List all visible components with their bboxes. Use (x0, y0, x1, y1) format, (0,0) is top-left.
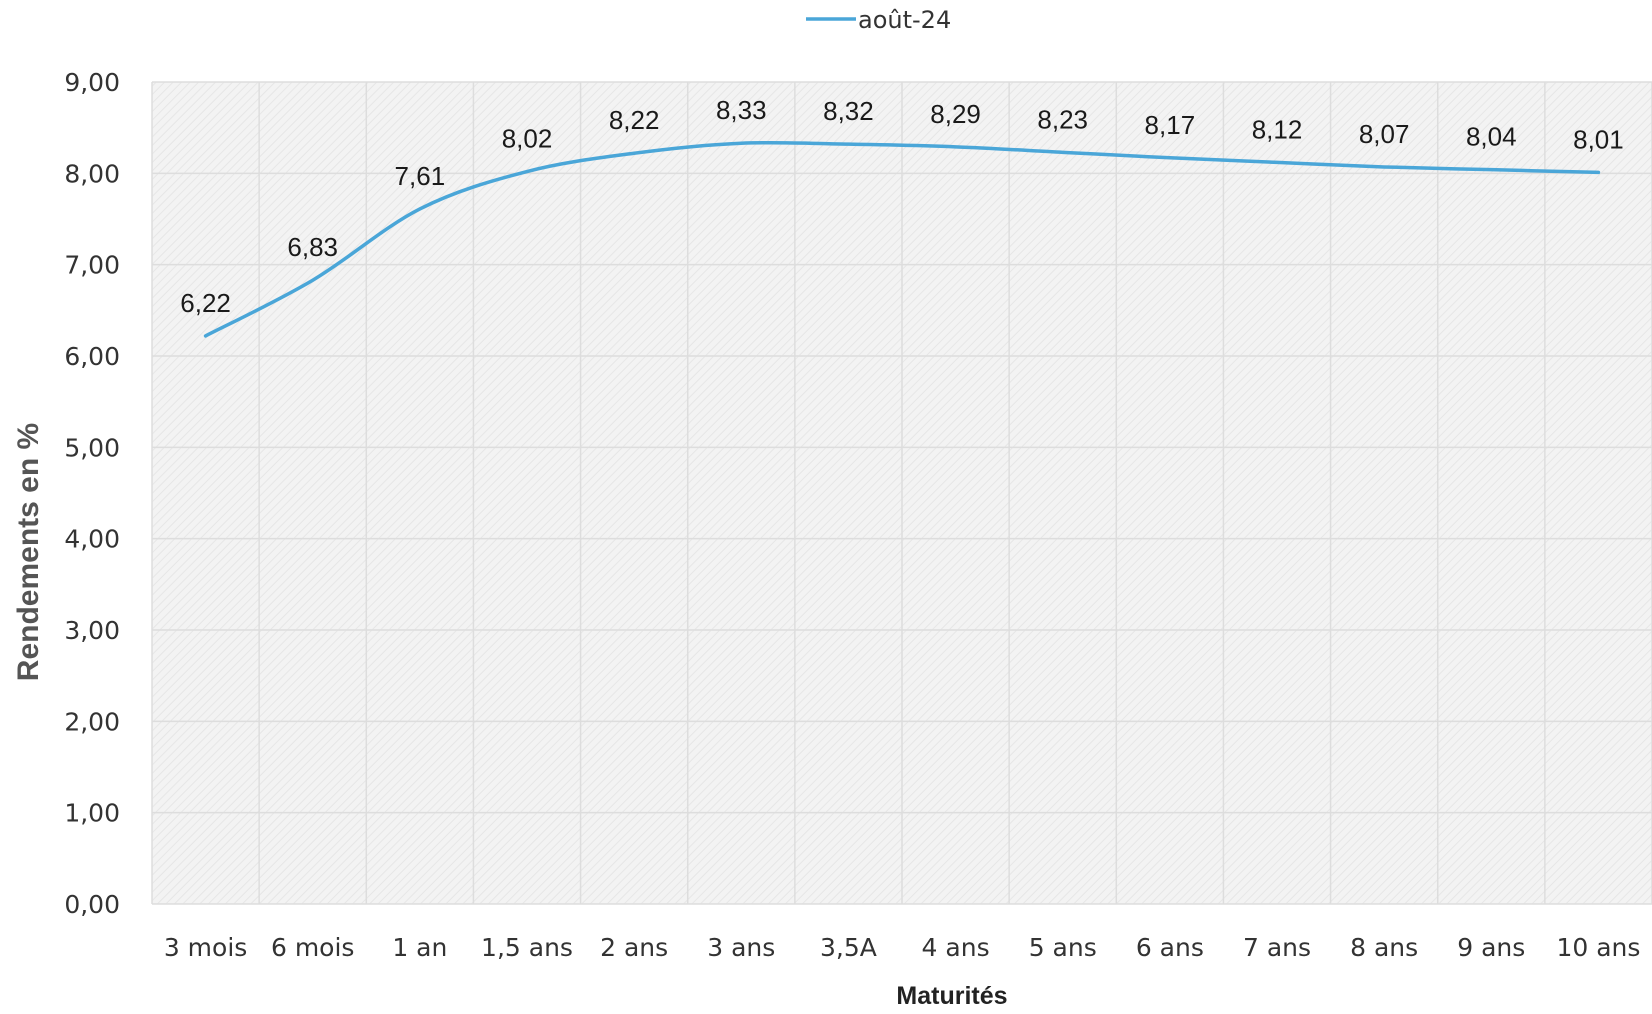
data-label: 8,04 (1466, 122, 1517, 152)
data-labels: 6,22 6,83 7,61 8,02 8,22 8,33 8,32 8,29 8,23 8,17… (180, 95, 1623, 318)
gridlines (151, 81, 1652, 905)
x-tick-label: 1,5 ans (481, 933, 573, 962)
y-tick-label: 7,00 (64, 251, 120, 280)
data-label: 8,07 (1359, 119, 1410, 149)
y-tick-label: 8,00 (64, 159, 120, 188)
y-tick-label: 0,00 (64, 890, 120, 919)
y-tick-label: 2,00 (64, 707, 120, 736)
y-axis-title: Rendements en % (12, 423, 45, 681)
x-tick-label: 9 ans (1457, 933, 1525, 962)
data-label: 8,32 (823, 96, 874, 126)
y-axis-ticks: 0,00 1,00 2,00 3,00 4,00 5,00 6,00 7,00 8,00 9,00 (64, 68, 120, 919)
x-tick-label: 6 mois (271, 933, 354, 962)
data-label: 6,22 (180, 288, 231, 318)
series-line (203, 140, 1601, 338)
x-tick-label: 7 ans (1243, 933, 1311, 962)
y-tick-label: 6,00 (64, 342, 120, 371)
y-tick-label: 1,00 (64, 799, 120, 828)
x-tick-label: 2 ans (600, 933, 668, 962)
data-label: 8,33 (716, 95, 767, 125)
data-label: 8,12 (1252, 114, 1303, 144)
x-tick-label: 3 ans (707, 933, 775, 962)
data-label: 7,61 (395, 161, 446, 191)
y-tick-label: 4,00 (64, 525, 120, 554)
x-tick-label: 3,5A (820, 933, 877, 962)
data-label: 6,83 (287, 232, 338, 262)
legend: août-24 (806, 6, 951, 34)
x-tick-label: 3 mois (164, 933, 247, 962)
x-tick-label: 4 ans (922, 933, 990, 962)
x-tick-label: 10 ans (1556, 933, 1640, 962)
y-tick-label: 9,00 (64, 68, 120, 97)
y-tick-label: 5,00 (64, 433, 120, 462)
x-tick-label: 8 ans (1350, 933, 1418, 962)
data-label: 8,02 (502, 124, 553, 154)
data-label: 8,01 (1573, 124, 1624, 154)
legend-label: août-24 (858, 6, 951, 34)
x-tick-label: 1 an (392, 933, 447, 962)
x-tick-label: 6 ans (1136, 933, 1204, 962)
data-label: 8,23 (1037, 104, 1088, 134)
x-axis-ticks: 3 mois 6 mois 1 an 1,5 ans 2 ans 3 ans 3,5A 4 a… (164, 933, 1641, 962)
data-label: 8,22 (609, 105, 660, 135)
x-axis-title: Maturités (896, 982, 1007, 1010)
y-tick-label: 3,00 (64, 616, 120, 645)
data-label: 8,17 (1145, 110, 1196, 140)
x-tick-label: 5 ans (1029, 933, 1097, 962)
data-label: 8,29 (930, 99, 981, 129)
